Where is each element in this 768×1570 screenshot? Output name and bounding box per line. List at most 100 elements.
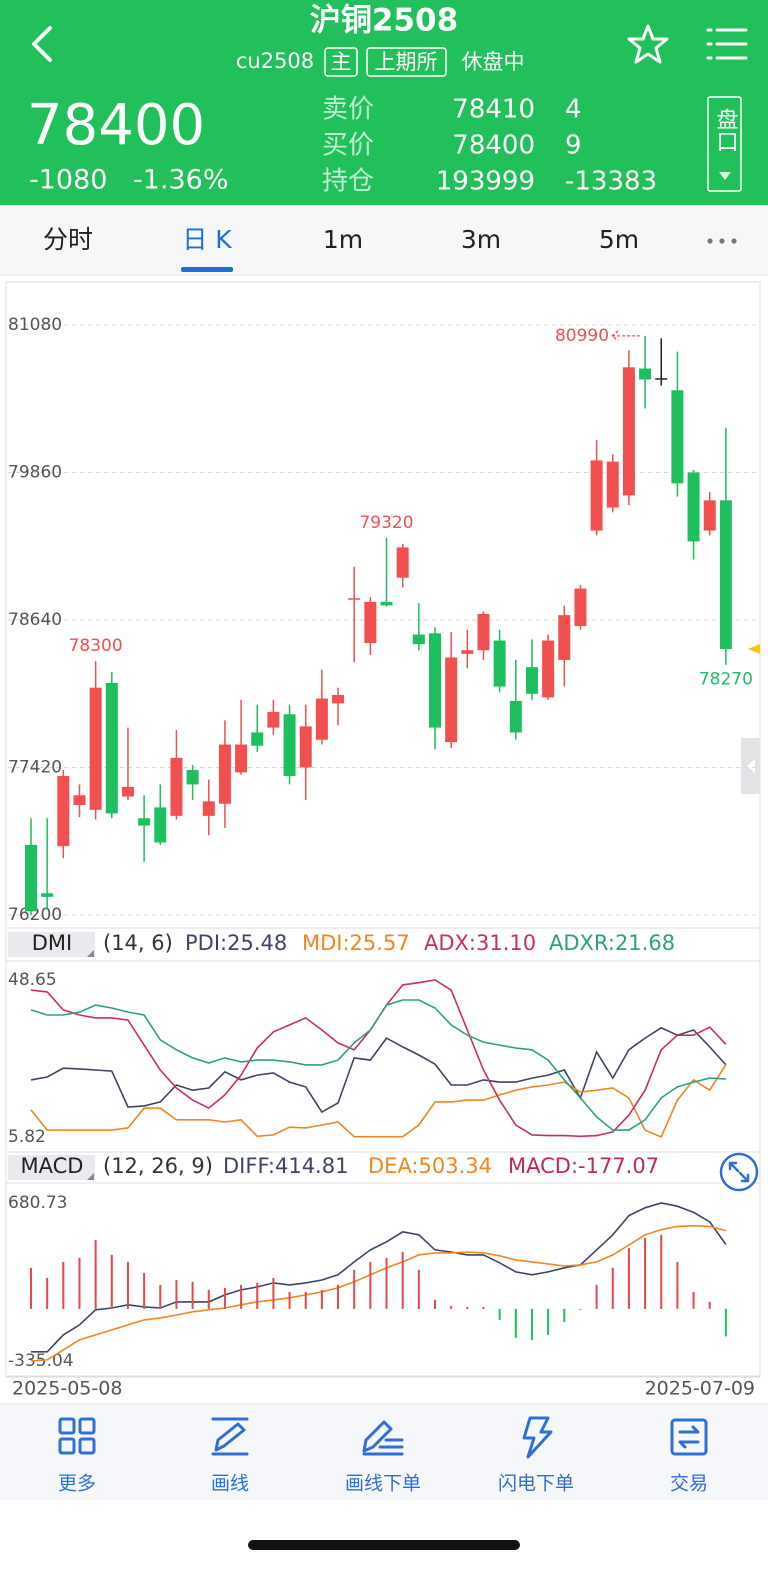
indicator-line (30, 1064, 727, 1139)
current-price-marker (748, 644, 760, 655)
icon-more[interactable] (58, 1417, 96, 1455)
candle-body (105, 682, 118, 814)
candle-body (687, 472, 700, 542)
toolbar-label[interactable]: 画线 (211, 1473, 249, 1495)
macd-bar (450, 1305, 453, 1309)
macd-bar (110, 1254, 113, 1309)
panel-button[interactable] (707, 96, 742, 192)
indicator-line (30, 1026, 727, 1114)
macd-bar (692, 1291, 695, 1309)
toolbar-label[interactable]: 画线下单 (345, 1473, 421, 1495)
macd-bar (417, 1269, 420, 1309)
icon-draw[interactable] (211, 1417, 249, 1456)
candle-body (574, 588, 587, 627)
macd-bar (159, 1284, 162, 1309)
macd-bar (466, 1306, 469, 1309)
candle-body (267, 711, 280, 728)
candle-body (622, 367, 635, 496)
macd-bar (514, 1308, 517, 1338)
menu-button[interactable] (706, 28, 748, 60)
candle-body (348, 598, 361, 600)
candle-body (41, 893, 54, 897)
more-tabs[interactable] (707, 238, 737, 244)
macd-bar (272, 1277, 275, 1309)
macd-bar (434, 1299, 436, 1309)
candle-body (364, 601, 377, 643)
indicator-box[interactable] (8, 1155, 95, 1180)
candle-body (461, 650, 474, 654)
macd-bar (530, 1308, 533, 1340)
expand-button[interactable] (719, 1152, 759, 1192)
macd-bar (191, 1281, 194, 1309)
high-arrow (611, 330, 642, 342)
macd-bar (547, 1308, 550, 1335)
indicator-params: (14, 6) (103, 931, 173, 955)
change-percent: -1.36% (133, 165, 229, 196)
candle-body (445, 657, 458, 743)
macd-bar (62, 1261, 65, 1309)
quote-label: 持仓 (322, 167, 374, 197)
macd-bar (94, 1239, 97, 1309)
tab[interactable]: 3m (461, 225, 501, 254)
candle-body (412, 634, 425, 645)
tab[interactable]: 5m (599, 225, 639, 254)
indicator-params: (12, 26, 9) (103, 1154, 213, 1178)
macd-bar (401, 1251, 404, 1309)
indicator-box[interactable] (8, 932, 95, 957)
candle-body (671, 390, 684, 484)
badge-box (324, 47, 358, 77)
legend-entry: DEA:503.34 (368, 1154, 492, 1178)
tab[interactable]: 日 K (182, 225, 232, 254)
candle-body (73, 795, 86, 805)
icon-trade[interactable] (670, 1418, 708, 1456)
change: -1080 (29, 165, 107, 196)
candle-body (525, 667, 538, 694)
toolbar-label[interactable]: 闪电下单 (498, 1473, 574, 1495)
home-indicator (248, 1540, 520, 1550)
tab[interactable]: 分时 (43, 225, 93, 254)
toolbar-label[interactable]: 交易 (670, 1473, 708, 1495)
candle-body (558, 615, 571, 660)
macd-bar (256, 1282, 259, 1309)
candle-body (170, 757, 183, 816)
quote-price: 78410 (452, 95, 535, 125)
candle-body (25, 844, 37, 912)
icon-draw-order[interactable] (362, 1420, 404, 1456)
tab[interactable]: 1m (323, 225, 363, 254)
candle-body (121, 786, 134, 797)
candle-body (315, 698, 328, 740)
macd-bar (240, 1284, 243, 1309)
legend-entry: MACD:-177.07 (508, 1154, 659, 1178)
high-label: 78300 (69, 636, 123, 656)
y-tick-label: 78640 (8, 610, 62, 630)
macd-bar (304, 1291, 307, 1309)
badge: 主 (331, 50, 352, 74)
back-button[interactable] (32, 26, 52, 62)
macd-bar (369, 1261, 372, 1309)
legend-entry: ADXR:21.68 (549, 931, 675, 955)
candle-body (396, 547, 409, 578)
indicator-line (30, 1224, 727, 1362)
quote-label: 卖价 (322, 95, 374, 125)
favorite-button[interactable] (627, 24, 669, 64)
y-tick-label: 79860 (8, 463, 62, 483)
candle-body (719, 500, 732, 650)
y-tick-label: 680.73 (8, 1193, 67, 1213)
icon-flash-order[interactable] (522, 1416, 553, 1459)
candle-body (154, 807, 167, 843)
candle-body (509, 701, 522, 733)
plot: 76200 77420 78640 79860 81080 78300 79320 80990… (8, 315, 760, 1400)
macd-bar (207, 1289, 210, 1309)
toolbar-label[interactable]: 更多 (58, 1473, 96, 1495)
tab-bar (0, 205, 768, 275)
quote-price: 78400 (452, 131, 535, 161)
tab-underline (181, 267, 233, 272)
candle-body (89, 687, 102, 810)
indicator-line (31, 1202, 727, 1353)
high-label: 80990 (555, 326, 609, 346)
contract-code: cu2508 (236, 49, 314, 73)
macd-bar (563, 1308, 566, 1322)
macd-bar (708, 1301, 711, 1309)
macd-bar (320, 1289, 323, 1309)
